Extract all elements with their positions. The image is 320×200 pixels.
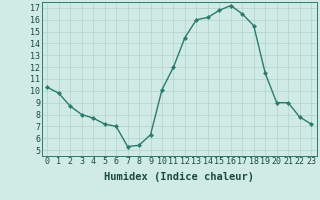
X-axis label: Humidex (Indice chaleur): Humidex (Indice chaleur) <box>104 172 254 182</box>
